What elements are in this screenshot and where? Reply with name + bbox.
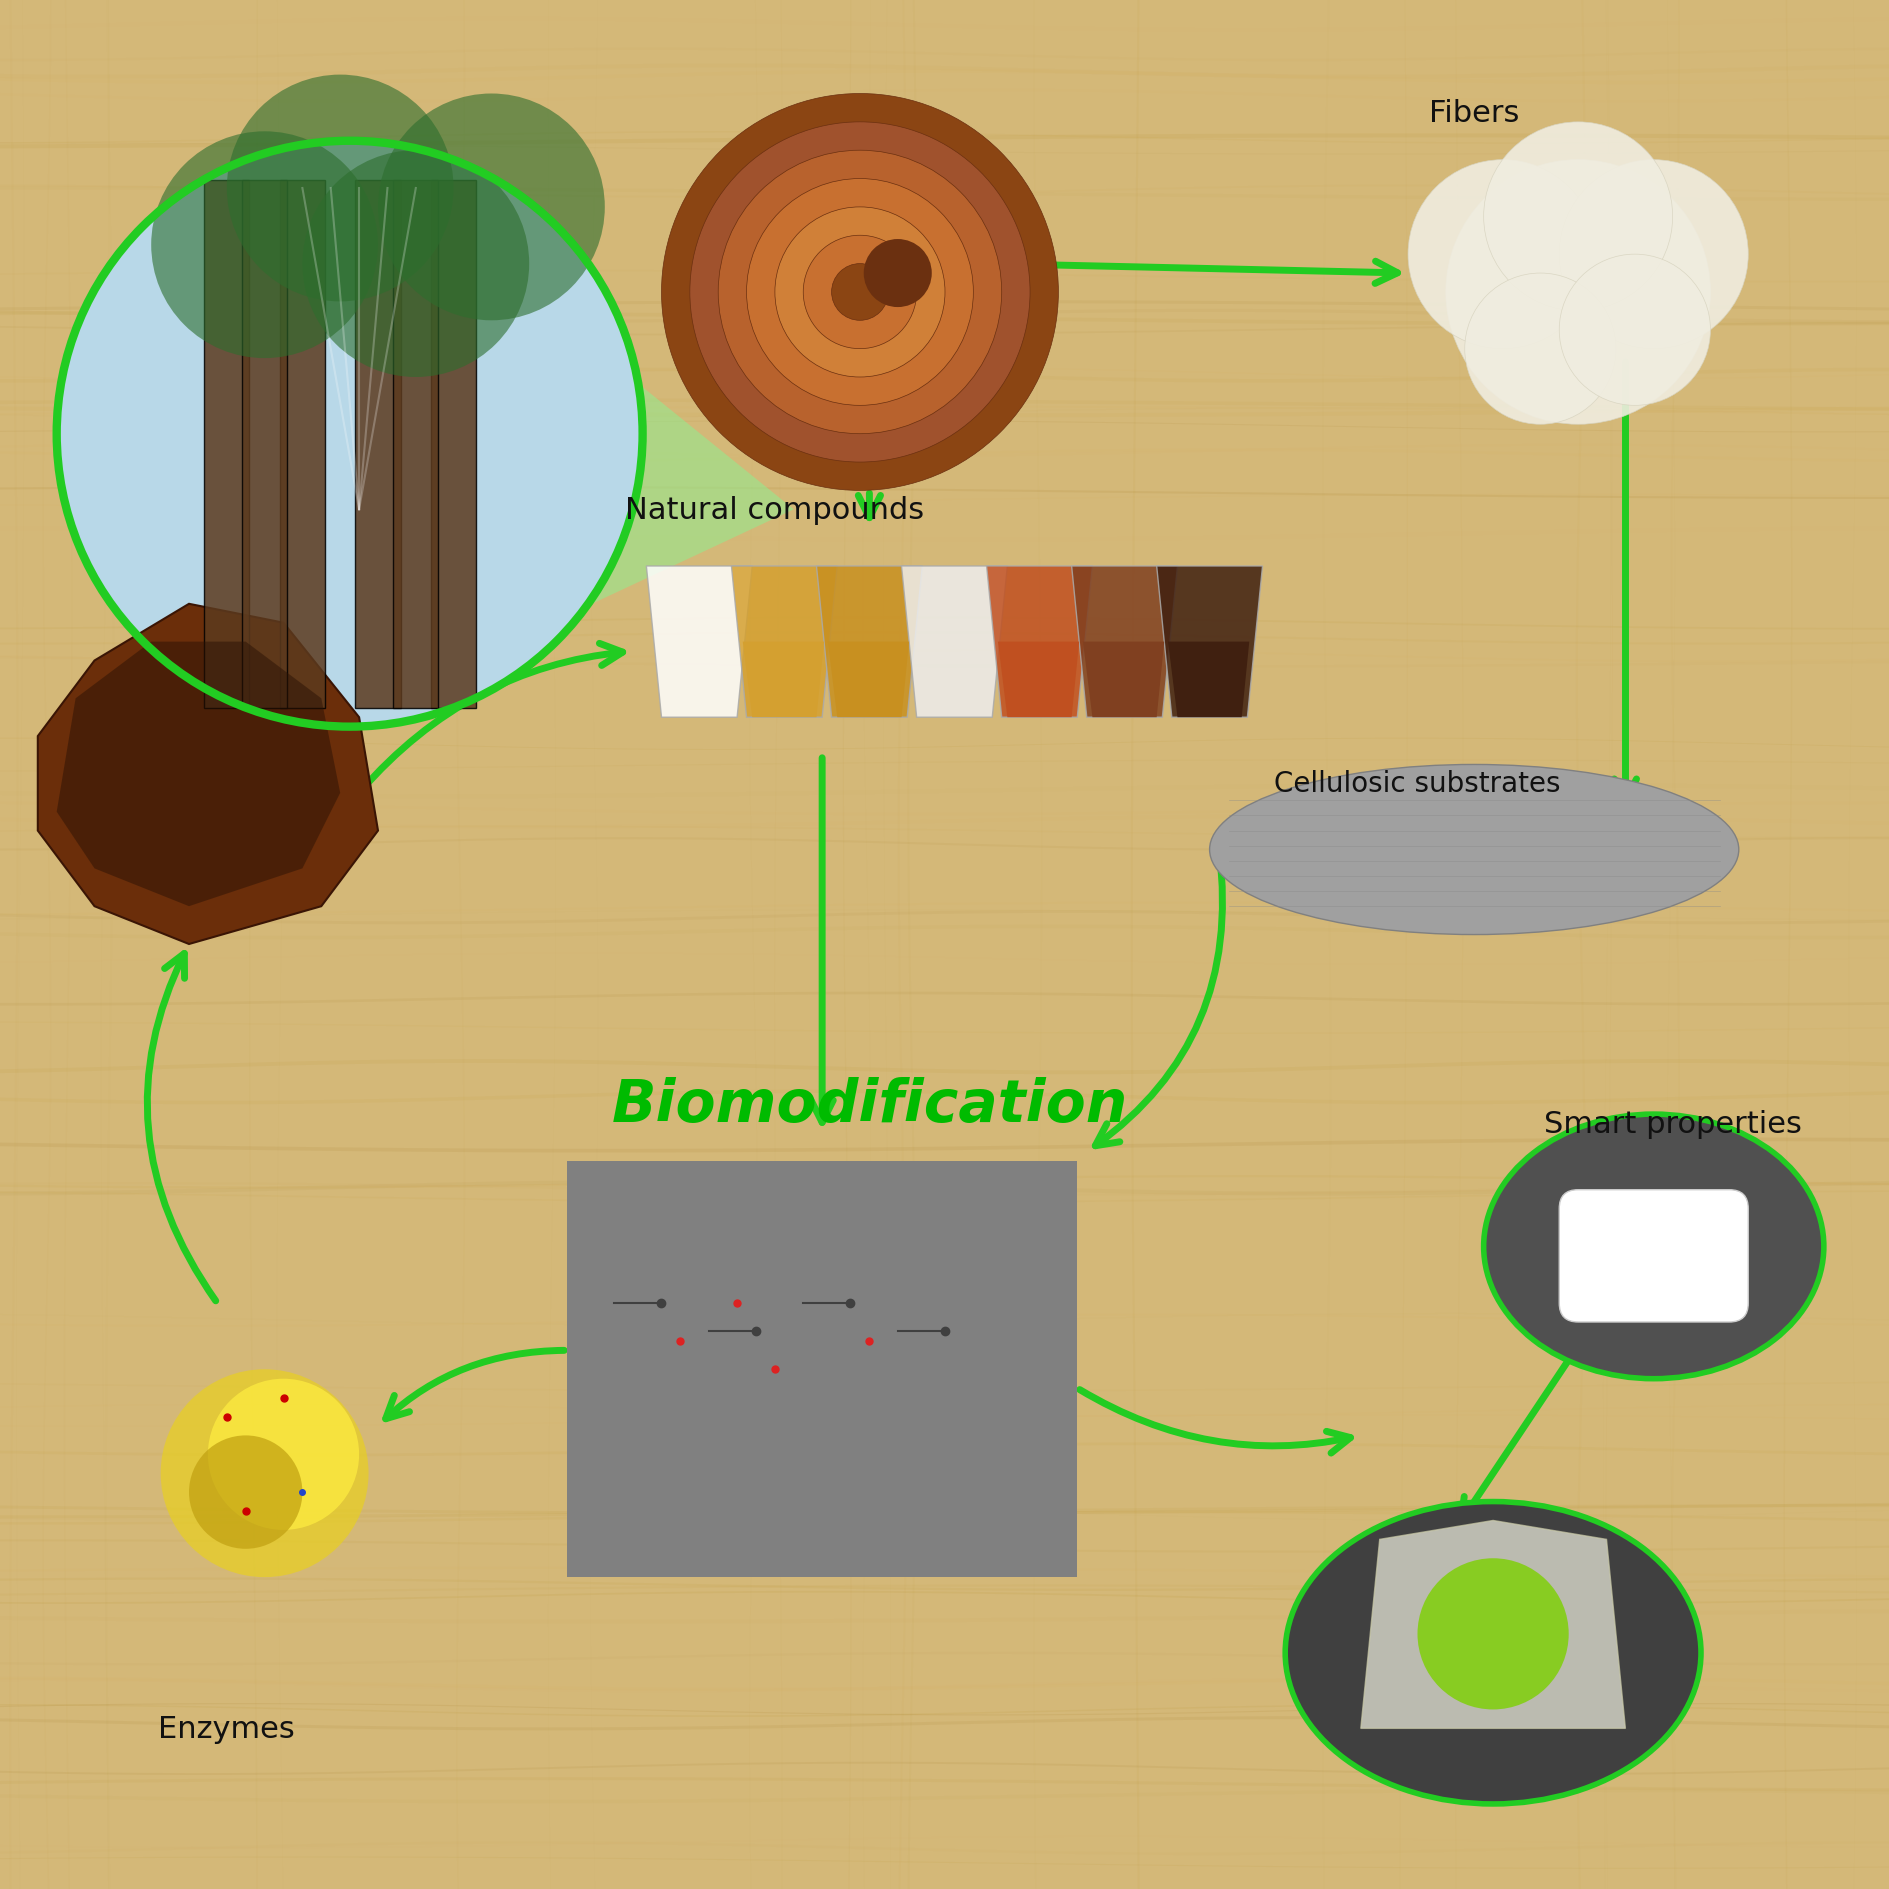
Polygon shape: [38, 604, 378, 944]
Polygon shape: [57, 642, 340, 907]
Ellipse shape: [1209, 765, 1738, 935]
Polygon shape: [1167, 642, 1249, 718]
Circle shape: [151, 132, 378, 359]
Polygon shape: [901, 567, 1007, 718]
FancyBboxPatch shape: [567, 1162, 1077, 1577]
FancyBboxPatch shape: [1558, 1190, 1747, 1322]
Text: Smart properties: Smart properties: [1543, 1109, 1800, 1139]
Text: Enzymes: Enzymes: [159, 1713, 295, 1744]
Circle shape: [227, 76, 453, 302]
Circle shape: [863, 240, 931, 308]
Polygon shape: [986, 567, 1092, 718]
Circle shape: [378, 94, 604, 321]
Circle shape: [1483, 123, 1672, 312]
FancyBboxPatch shape: [393, 181, 438, 708]
Circle shape: [1558, 255, 1710, 406]
FancyBboxPatch shape: [431, 181, 476, 708]
Polygon shape: [1360, 1521, 1625, 1728]
Polygon shape: [1071, 567, 1177, 718]
Ellipse shape: [1483, 1115, 1823, 1379]
Polygon shape: [827, 642, 909, 718]
Circle shape: [208, 1379, 359, 1530]
FancyBboxPatch shape: [280, 181, 325, 708]
Circle shape: [718, 151, 1001, 434]
Circle shape: [774, 208, 944, 378]
FancyBboxPatch shape: [204, 181, 249, 708]
Circle shape: [689, 123, 1030, 463]
FancyBboxPatch shape: [242, 181, 287, 708]
Polygon shape: [731, 567, 837, 718]
Polygon shape: [997, 642, 1079, 718]
Circle shape: [1558, 161, 1747, 349]
Polygon shape: [349, 151, 793, 718]
Text: Cellulosic substrates: Cellulosic substrates: [1273, 771, 1560, 797]
Polygon shape: [646, 567, 752, 718]
Circle shape: [746, 179, 973, 406]
FancyBboxPatch shape: [355, 181, 400, 708]
Circle shape: [1445, 161, 1710, 425]
Polygon shape: [1156, 567, 1262, 718]
Circle shape: [189, 1436, 302, 1549]
Circle shape: [1417, 1558, 1568, 1710]
Circle shape: [661, 94, 1058, 491]
Circle shape: [1464, 274, 1615, 425]
Circle shape: [302, 151, 529, 378]
Ellipse shape: [1285, 1502, 1700, 1804]
Circle shape: [1407, 161, 1596, 349]
Circle shape: [831, 264, 888, 321]
Circle shape: [803, 236, 916, 349]
Polygon shape: [1082, 642, 1164, 718]
Polygon shape: [816, 567, 922, 718]
Circle shape: [161, 1370, 368, 1577]
Polygon shape: [742, 642, 824, 718]
Text: Fibers: Fibers: [1428, 98, 1519, 128]
Text: Biomodification: Biomodification: [610, 1077, 1128, 1133]
Circle shape: [57, 142, 642, 727]
Text: Natural compounds: Natural compounds: [625, 495, 924, 525]
